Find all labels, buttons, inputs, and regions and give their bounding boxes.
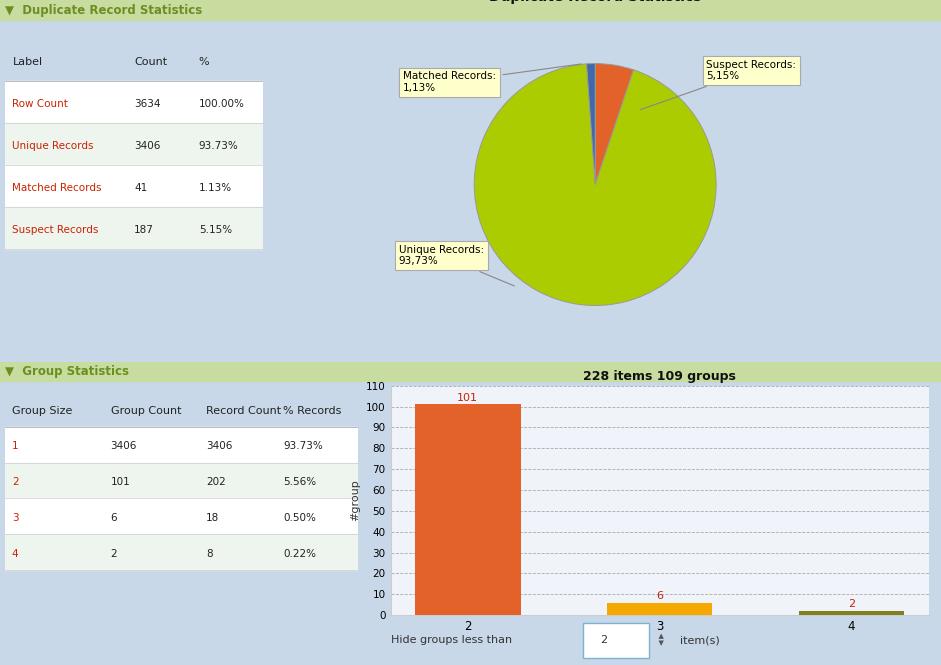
Bar bbox=[607, 602, 712, 615]
Text: 5.15%: 5.15% bbox=[199, 225, 231, 235]
Text: Unique Records: Unique Records bbox=[12, 141, 94, 151]
Text: 3406: 3406 bbox=[135, 141, 161, 151]
Bar bbox=[0, 362, 941, 380]
Text: Group Count: Group Count bbox=[111, 406, 181, 416]
Y-axis label: #group: #group bbox=[350, 479, 360, 521]
Wedge shape bbox=[474, 64, 716, 305]
Text: 2: 2 bbox=[600, 635, 608, 645]
Text: Matched Records: Matched Records bbox=[12, 183, 102, 193]
Text: 1.13%: 1.13% bbox=[199, 183, 231, 193]
Title: 228 items 109 groups: 228 items 109 groups bbox=[583, 370, 736, 383]
Text: Suspect Records:
5,15%: Suspect Records: 5,15% bbox=[641, 60, 796, 110]
Text: %: % bbox=[199, 57, 210, 67]
Bar bbox=[5, 165, 263, 207]
Bar bbox=[5, 499, 358, 534]
Text: 3406: 3406 bbox=[111, 442, 137, 452]
Bar bbox=[0, 0, 941, 20]
Wedge shape bbox=[595, 64, 633, 184]
Text: Unique Records:
93,73%: Unique Records: 93,73% bbox=[399, 245, 515, 286]
Bar bbox=[5, 463, 358, 499]
Bar bbox=[5, 81, 263, 123]
Bar bbox=[5, 427, 358, 463]
Text: 4: 4 bbox=[11, 549, 19, 559]
Bar bbox=[583, 622, 649, 658]
Text: 1: 1 bbox=[11, 442, 19, 452]
Text: 100.00%: 100.00% bbox=[199, 99, 245, 109]
Text: 18: 18 bbox=[206, 513, 219, 523]
Text: 202: 202 bbox=[206, 477, 226, 487]
Legend: Suspect Records, Unique Records, Matched Records: Suspect Records, Unique Records, Matched… bbox=[430, 403, 760, 421]
Text: % Records: % Records bbox=[283, 406, 342, 416]
Text: 0.22%: 0.22% bbox=[283, 549, 316, 559]
Text: Suspect Records: Suspect Records bbox=[12, 225, 99, 235]
Text: Matched Records:
1,13%: Matched Records: 1,13% bbox=[403, 64, 581, 93]
Text: 2: 2 bbox=[111, 549, 118, 559]
Text: 8: 8 bbox=[206, 549, 213, 559]
Text: Hide groups less than: Hide groups less than bbox=[391, 635, 515, 645]
Text: ▼  Duplicate Record Statistics: ▼ Duplicate Record Statistics bbox=[5, 3, 202, 17]
Text: Record Count: Record Count bbox=[206, 406, 281, 416]
Text: 6: 6 bbox=[656, 591, 663, 601]
Text: 3: 3 bbox=[11, 513, 19, 523]
Text: Group Size: Group Size bbox=[11, 406, 72, 416]
Text: 3406: 3406 bbox=[206, 442, 232, 452]
Text: 3634: 3634 bbox=[135, 99, 161, 109]
Bar bbox=[415, 404, 520, 615]
Bar bbox=[5, 207, 263, 249]
Text: ▼  Group Statistics: ▼ Group Statistics bbox=[5, 365, 129, 378]
Wedge shape bbox=[586, 64, 596, 184]
Title: Duplicate Record Statistics: Duplicate Record Statistics bbox=[489, 0, 701, 4]
Text: Count: Count bbox=[135, 57, 167, 67]
Text: 187: 187 bbox=[135, 225, 154, 235]
Text: 41: 41 bbox=[135, 183, 148, 193]
Text: Label: Label bbox=[12, 57, 42, 67]
Text: 101: 101 bbox=[457, 393, 478, 403]
Text: 5.56%: 5.56% bbox=[283, 477, 316, 487]
Text: 0.50%: 0.50% bbox=[283, 513, 316, 523]
Text: 2: 2 bbox=[11, 477, 19, 487]
Text: 101: 101 bbox=[111, 477, 130, 487]
Text: 2: 2 bbox=[848, 599, 855, 609]
Text: 6: 6 bbox=[111, 513, 118, 523]
Text: Row Count: Row Count bbox=[12, 99, 69, 109]
Text: item(s): item(s) bbox=[673, 635, 720, 645]
Text: ▲
  ▼: ▲ ▼ bbox=[654, 634, 663, 646]
Bar bbox=[799, 611, 904, 615]
Bar bbox=[5, 534, 358, 570]
Text: 93.73%: 93.73% bbox=[283, 442, 323, 452]
Bar bbox=[5, 123, 263, 165]
Text: 93.73%: 93.73% bbox=[199, 141, 238, 151]
